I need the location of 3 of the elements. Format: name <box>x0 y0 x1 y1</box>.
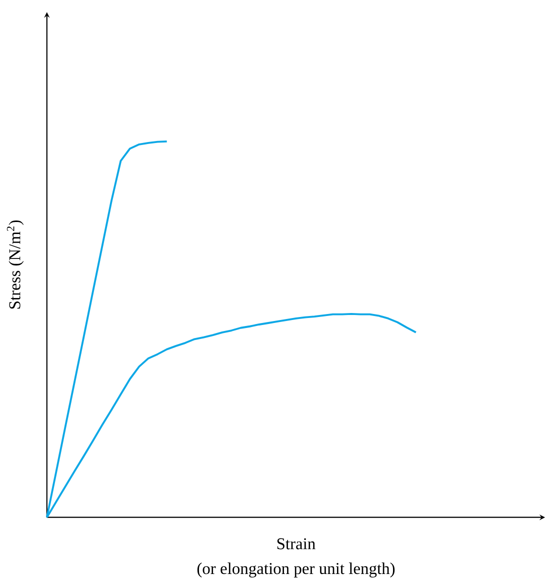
x-axis-title: Strain <box>277 538 316 550</box>
y-axis-title: Stress (N/m$^{2}$) <box>6 220 24 309</box>
text: (or elongation per unit length) <box>197 562 395 578</box>
